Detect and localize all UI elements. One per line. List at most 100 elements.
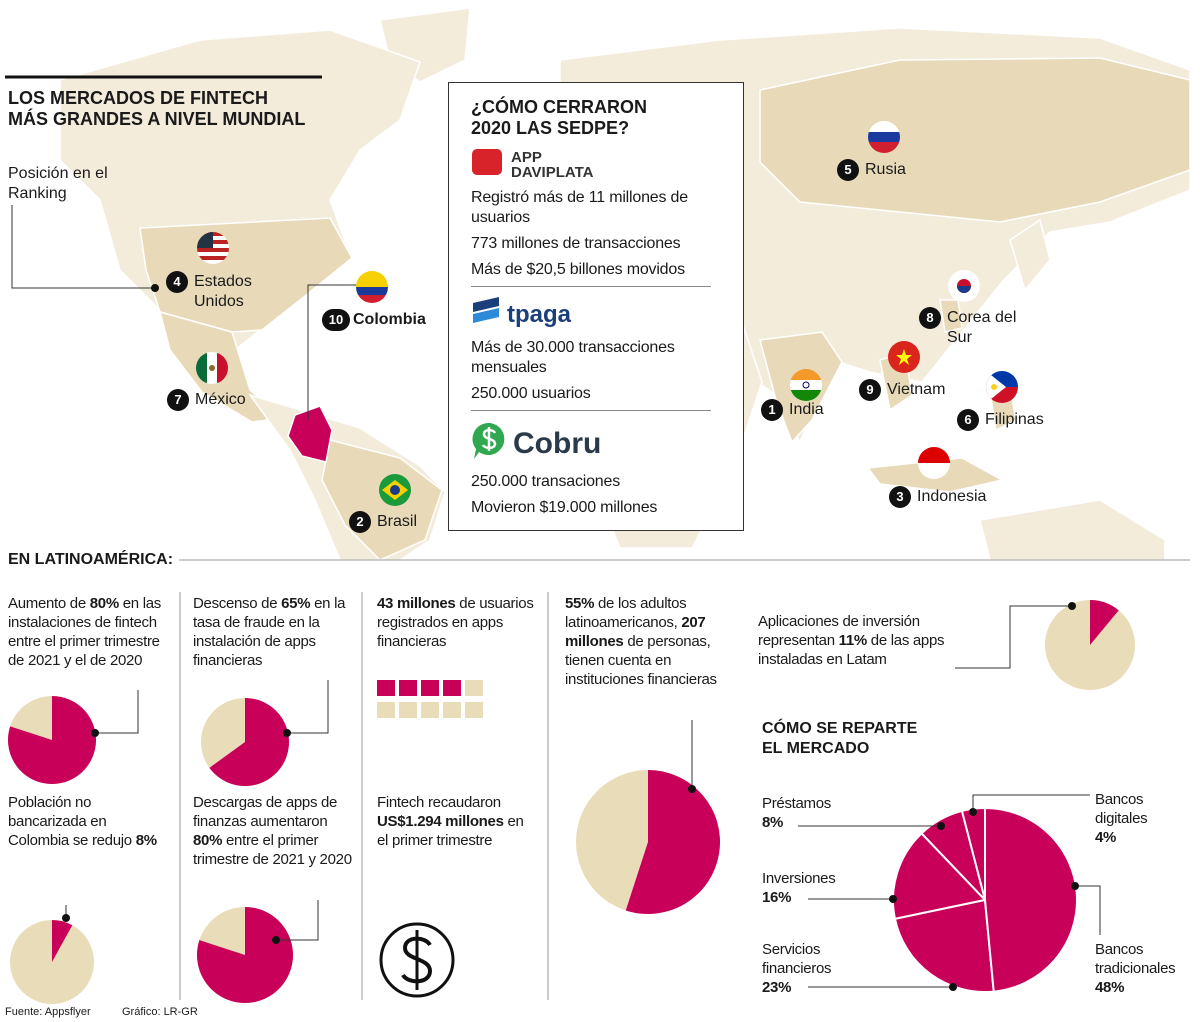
value-label: 16% bbox=[762, 889, 792, 906]
pie-caption: Aumento de 80% en las instalaciones de f… bbox=[8, 594, 173, 670]
caption-text: en las instalaciones de fintech entre el… bbox=[8, 595, 161, 669]
fact: Más de 30.000 transacciones mensuales bbox=[471, 339, 675, 376]
leader-dot bbox=[272, 936, 280, 944]
caption-highlight: 43 millones bbox=[377, 595, 456, 612]
caption-text: Descargas de apps de finanzas aumentaron bbox=[193, 794, 338, 830]
category-label: Inversiones bbox=[762, 870, 836, 887]
dollar-icon bbox=[379, 922, 455, 998]
caption-highlight: 80% bbox=[193, 832, 223, 849]
title-line: MÁS GRANDES A NIVEL MUNDIAL bbox=[8, 109, 306, 129]
market-label: Servicios financieros 23% bbox=[762, 940, 862, 997]
pie-slice bbox=[1090, 600, 1119, 645]
pie-caption: 55% de los adultos latinoamericanos, 207… bbox=[565, 594, 735, 689]
section-heading: EN LATINOAMÉRICA: bbox=[8, 551, 180, 569]
logo-text: tpaga bbox=[507, 300, 572, 328]
source: Fuente: Appsflyer bbox=[5, 1006, 91, 1018]
rank-badge: 10 bbox=[322, 309, 350, 331]
leader-dot bbox=[889, 895, 897, 903]
leader-dot bbox=[949, 983, 957, 991]
leader-dot bbox=[151, 284, 159, 292]
separator bbox=[471, 286, 711, 287]
country-name: Corea del Sur bbox=[947, 309, 1017, 346]
ranking-label: Posición en el Ranking bbox=[8, 165, 108, 202]
pie-caption: Descenso de 65% en la tasa de fraude en … bbox=[193, 594, 353, 670]
fact: 773 millones de transacciones bbox=[471, 235, 681, 252]
leader-line bbox=[1075, 885, 1101, 935]
credit: Gráfico: LR-GR bbox=[122, 1006, 198, 1018]
pie-slice bbox=[892, 832, 987, 921]
title-line: LOS MERCADOS DE FINTECH bbox=[8, 88, 269, 108]
value-label: 4% bbox=[1095, 829, 1117, 846]
leader-dot bbox=[62, 914, 70, 922]
caption-highlight: 207 millones bbox=[565, 614, 706, 650]
category-label: Préstamos bbox=[762, 795, 831, 812]
caption-text: Descenso de bbox=[193, 595, 282, 612]
apps: APP DAVIPLATA Registró más de 11 millones… bbox=[471, 147, 721, 518]
caption-text: Aplicaciones de inversión representan bbox=[758, 613, 920, 649]
country-name: Estados Unidos bbox=[194, 273, 252, 310]
note: 43 millones de usuarios registrados en a… bbox=[377, 594, 542, 651]
pie-slice bbox=[209, 698, 290, 787]
logo-graphic bbox=[472, 422, 505, 459]
app-logo: tpaga bbox=[471, 297, 721, 332]
caption-text: en el primer trimestre bbox=[377, 813, 524, 849]
rank-badge: 6 bbox=[957, 409, 979, 431]
rank-badge: 3 bbox=[889, 486, 911, 508]
market-label: Préstamos 8% bbox=[762, 794, 882, 832]
category-label: Bancos digitales bbox=[1095, 791, 1148, 827]
rank-badge: 4 bbox=[166, 271, 188, 293]
leader-dot bbox=[1068, 602, 1076, 610]
rank-badge: 1 bbox=[761, 399, 783, 421]
caption-highlight: 65% bbox=[281, 595, 311, 612]
fact: 250.000 transaciones bbox=[471, 473, 621, 490]
caption-highlight: 11% bbox=[838, 632, 868, 649]
country-name: Brasil bbox=[377, 513, 418, 530]
caption-highlight: 80% bbox=[89, 595, 119, 612]
flags bbox=[196, 121, 1018, 506]
value-label: 23% bbox=[762, 979, 792, 996]
caption-text: Aumento de bbox=[8, 595, 90, 612]
caption-text: de los adultos latinoamericanos, bbox=[565, 595, 687, 631]
country-name: Vietnam bbox=[887, 381, 946, 398]
leader-dot bbox=[91, 729, 99, 737]
fact: Más de $20,5 billones movidos bbox=[471, 261, 685, 278]
pie-slice bbox=[625, 770, 720, 915]
fact: Movieron $19.000 millones bbox=[471, 499, 658, 516]
country-name: Filipinas bbox=[985, 411, 1044, 428]
category-label: Bancos tradicionales bbox=[1095, 941, 1176, 977]
fact: Registró más de 11 millones de usuarios bbox=[471, 189, 688, 226]
sedpe-panel: ¿CÓMO CERRARON 2020 LAS SEDPE? APP DAVIP… bbox=[448, 82, 744, 531]
app-logo: Cobru bbox=[471, 421, 721, 466]
pie-caption: Población no bancarizada en Colombia se … bbox=[8, 793, 168, 850]
pie-slice bbox=[893, 898, 995, 993]
rank-badge: 8 bbox=[919, 307, 941, 329]
caption-text: entre el primer trimestre de 2021 y 2020 bbox=[193, 832, 352, 868]
caption-text: de usuarios registrados en apps financie… bbox=[377, 595, 534, 650]
leader-line bbox=[955, 605, 1072, 669]
pie-slice bbox=[197, 907, 293, 1003]
logo-text: APP DAVIPLATA bbox=[511, 148, 594, 181]
caption-highlight: 8% bbox=[135, 832, 157, 849]
logo-graphic bbox=[472, 149, 502, 175]
caption-highlight: 55% bbox=[565, 595, 595, 612]
rank-badge: 7 bbox=[167, 389, 189, 411]
separator bbox=[471, 410, 711, 411]
panel-title-line: 2020 LAS SEDPE? bbox=[471, 118, 630, 138]
leader-line bbox=[972, 794, 1090, 812]
waffle bbox=[377, 680, 483, 718]
panel-title: ¿CÓMO CERRARON 2020 LAS SEDPE? bbox=[471, 97, 721, 139]
main-title: LOS MERCADOS DE FINTECH MÁS GRANDES A NI… bbox=[8, 88, 305, 130]
note: Fintech recaudaron US$1.294 millones en … bbox=[377, 793, 537, 850]
country-name: Rusia bbox=[865, 161, 906, 178]
caption-text: de las apps instaladas en Latam bbox=[758, 632, 945, 668]
country-name: Indonesia bbox=[917, 488, 987, 505]
market-label: Bancos digitales 4% bbox=[1095, 790, 1185, 847]
ranking-leader bbox=[11, 205, 155, 289]
pie-slice bbox=[7, 696, 96, 784]
market-label: Bancos tradicionales 48% bbox=[1095, 940, 1200, 997]
caption-text: de personas, tienen cuenta en institucio… bbox=[565, 633, 717, 688]
logo-text: Cobru bbox=[513, 426, 602, 460]
country-name: Colombia bbox=[353, 311, 426, 328]
country-name: México bbox=[195, 391, 246, 408]
